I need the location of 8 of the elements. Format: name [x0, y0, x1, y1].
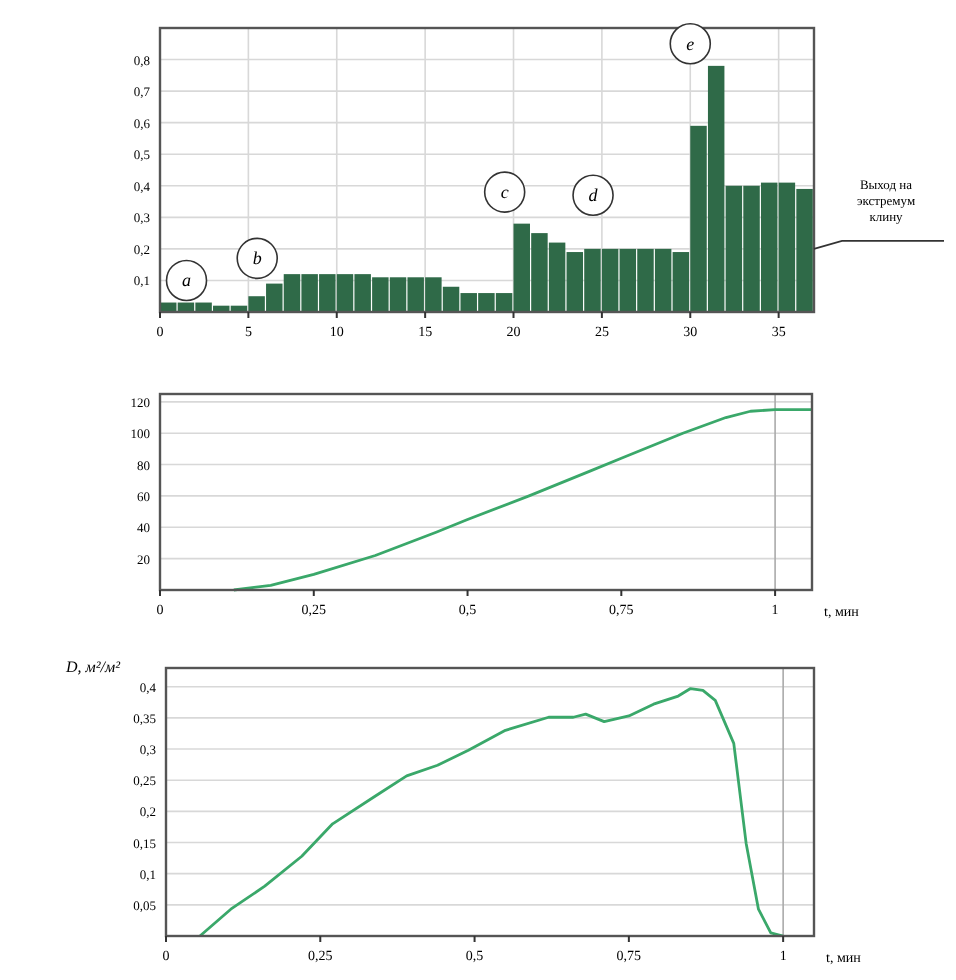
annotation: a — [182, 270, 193, 291]
annotation: b — [252, 248, 263, 269]
annotation: d — [588, 185, 599, 206]
line-series — [198, 687, 785, 938]
line-series — [232, 408, 814, 592]
y-axis-title: D, м²/м² — [64, 658, 122, 676]
annotation: c — [500, 182, 509, 203]
annotation: e — [686, 33, 695, 54]
